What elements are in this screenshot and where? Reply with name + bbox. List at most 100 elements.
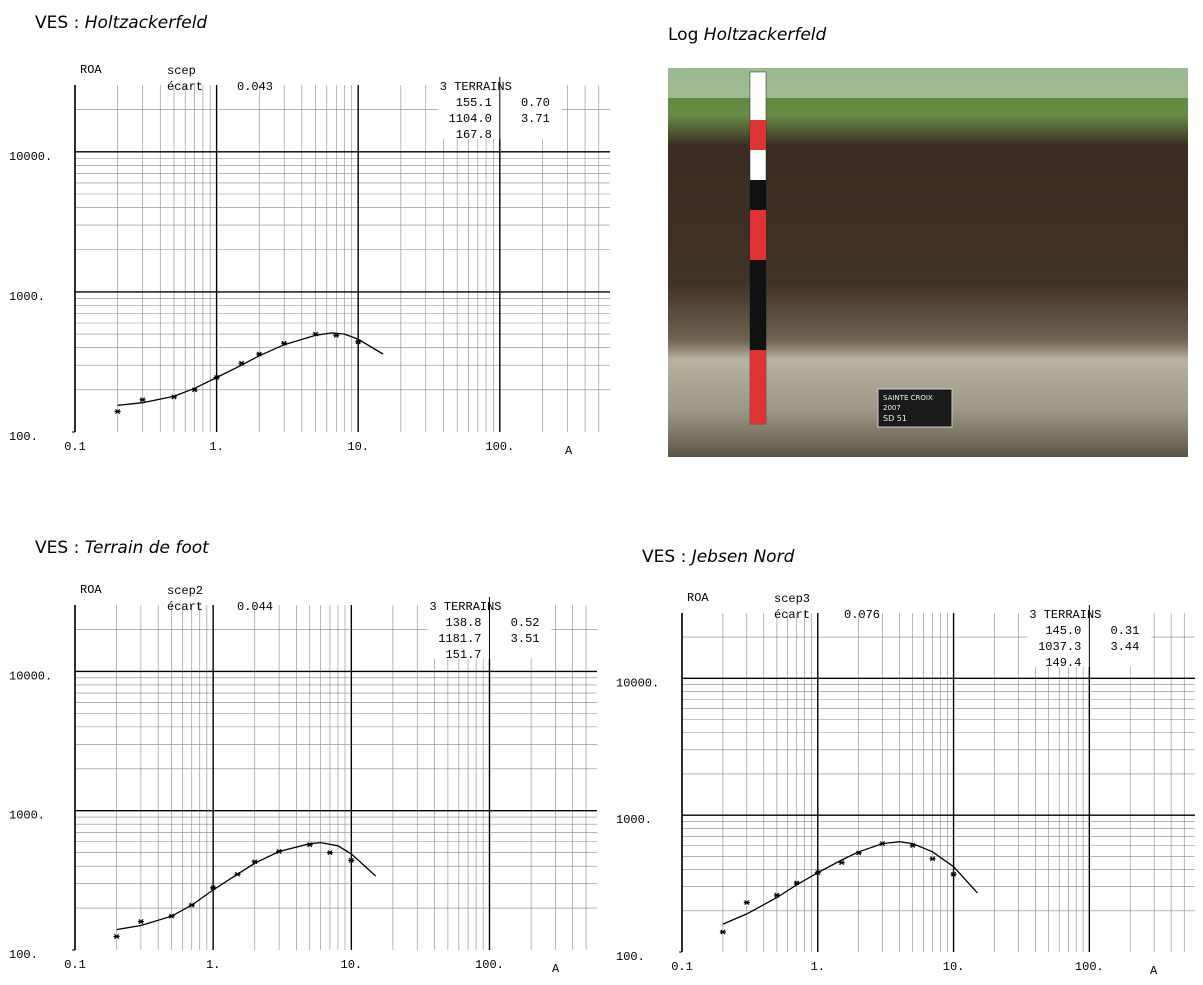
layer-value: 1037.3 — [1038, 640, 1081, 654]
chart-title-site: Holtzackerfeld — [85, 13, 208, 33]
data-point — [188, 902, 195, 908]
layer-value: 0.70 — [521, 96, 550, 110]
data-point — [139, 397, 146, 403]
layer-value: 0.52 — [511, 616, 540, 630]
x-axis-label: A — [552, 962, 560, 976]
x-tick-label: 100. — [475, 958, 504, 972]
photo-title-prefix: Log — [668, 25, 698, 45]
data-point — [234, 871, 241, 877]
x-tick-label: 100. — [1075, 960, 1104, 974]
sign-line: 2007 — [883, 404, 901, 412]
layer-value: 3.44 — [1111, 640, 1140, 654]
fit-label: écart — [167, 600, 203, 614]
data-point — [838, 860, 845, 866]
data-point — [312, 331, 319, 337]
data-point — [137, 919, 144, 925]
data-point — [348, 857, 355, 863]
chart-title-prefix: VES : — [35, 13, 79, 33]
chart-title: VES : Holtzackerfeld — [35, 13, 207, 33]
data-point — [251, 859, 258, 865]
x-tick-label: 100. — [485, 440, 514, 454]
x-tick-label: 10. — [341, 958, 363, 972]
fit-label: écart — [774, 608, 810, 622]
fit-curve — [117, 332, 384, 406]
layers-title: 3 TERRAINS — [429, 600, 501, 614]
y-axis-label: ROA — [80, 63, 102, 77]
model-name: scep3 — [774, 592, 810, 606]
data-point — [719, 929, 726, 935]
data-point — [276, 848, 283, 854]
data-point — [213, 374, 220, 381]
chart-title-site: Jebsen Nord — [689, 547, 795, 567]
x-tick-label: 0.1 — [671, 960, 693, 974]
y-axis-label: ROA — [80, 583, 102, 597]
layers-title: 3 TERRAINS — [1029, 608, 1101, 622]
chart-title-prefix: VES : — [642, 547, 686, 567]
data-point — [929, 856, 936, 862]
chart-title: VES : Terrain de foot — [35, 538, 210, 558]
data-point — [256, 351, 263, 357]
model-name: scep2 — [167, 584, 203, 598]
model-name: scep — [167, 64, 196, 78]
layer-value: 151.7 — [445, 648, 481, 662]
y-tick-label: 10000. — [616, 676, 659, 690]
data-point — [238, 360, 245, 366]
y-tick-label: 100. — [9, 948, 38, 962]
data-point — [793, 880, 800, 886]
y-tick-label: 10000. — [9, 669, 52, 683]
photo-title: Log Holtzackerfeld — [668, 25, 827, 45]
data-point — [114, 409, 121, 415]
chart-title-site: Terrain de foot — [85, 538, 210, 558]
x-tick-label: 1. — [811, 960, 825, 974]
layer-value: 3.51 — [511, 632, 540, 646]
data-point — [210, 885, 217, 891]
x-tick-label: 0.1 — [64, 958, 86, 972]
x-tick-label: 10. — [943, 960, 965, 974]
scale-bar — [749, 71, 767, 425]
data-point — [743, 899, 750, 906]
data-point — [950, 871, 957, 877]
chart: VES : Jebsen Nord 0.1 1. 10. 100. 100. 1000. 10… — [616, 547, 1195, 978]
chart-title: VES : Jebsen Nord — [642, 547, 795, 567]
chart: VES : Holtzackerfeld 0.1 1. 10. 100. 100. 1000… — [9, 13, 610, 458]
y-tick-label: 1000. — [9, 290, 45, 304]
fit-value: 0.076 — [844, 608, 880, 622]
fit-label: écart — [167, 80, 203, 94]
layer-value: 1104.0 — [449, 112, 492, 126]
fit-value: 0.043 — [237, 80, 273, 94]
photo: Log Holtzackerfeld SAINTE CROIX 2007 SD … — [668, 25, 1188, 457]
data-point — [191, 387, 198, 393]
layer-value: 149.4 — [1045, 656, 1081, 670]
data-point — [773, 892, 780, 898]
layer-value: 138.8 — [445, 616, 481, 630]
data-point — [814, 870, 821, 876]
y-tick-label: 1000. — [9, 809, 45, 823]
photo-sky — [668, 68, 1188, 98]
data-point — [170, 394, 177, 400]
x-tick-label: 1. — [209, 440, 223, 454]
y-tick-label: 10000. — [9, 150, 52, 164]
data-point — [355, 339, 362, 345]
layers-title: 3 TERRAINS — [440, 80, 512, 94]
data-point — [333, 332, 340, 338]
photo-title-site: Holtzackerfeld — [704, 25, 827, 45]
data-point — [281, 340, 288, 346]
data-point — [326, 850, 333, 856]
layer-value: 3.71 — [521, 112, 550, 126]
layer-value: 145.0 — [1045, 624, 1081, 638]
data-point — [909, 842, 916, 849]
chart-title-prefix: VES : — [35, 538, 79, 558]
y-axis-label: ROA — [687, 591, 709, 605]
sign-line: SD 51 — [883, 414, 907, 423]
layer-value: 0.31 — [1111, 624, 1140, 638]
data-point — [879, 841, 886, 847]
y-tick-label: 100. — [616, 950, 645, 964]
x-tick-label: 0.1 — [64, 440, 86, 454]
sign: SAINTE CROIX 2007 SD 51 — [877, 388, 953, 428]
layer-value: 1181.7 — [438, 632, 481, 646]
layer-value: 167.8 — [456, 128, 492, 142]
y-tick-label: 1000. — [616, 813, 652, 827]
data-point — [113, 933, 120, 940]
chart: VES : Terrain de foot 0.1 1. 10. 100. 100. 100… — [9, 538, 597, 976]
data-point — [168, 913, 175, 919]
